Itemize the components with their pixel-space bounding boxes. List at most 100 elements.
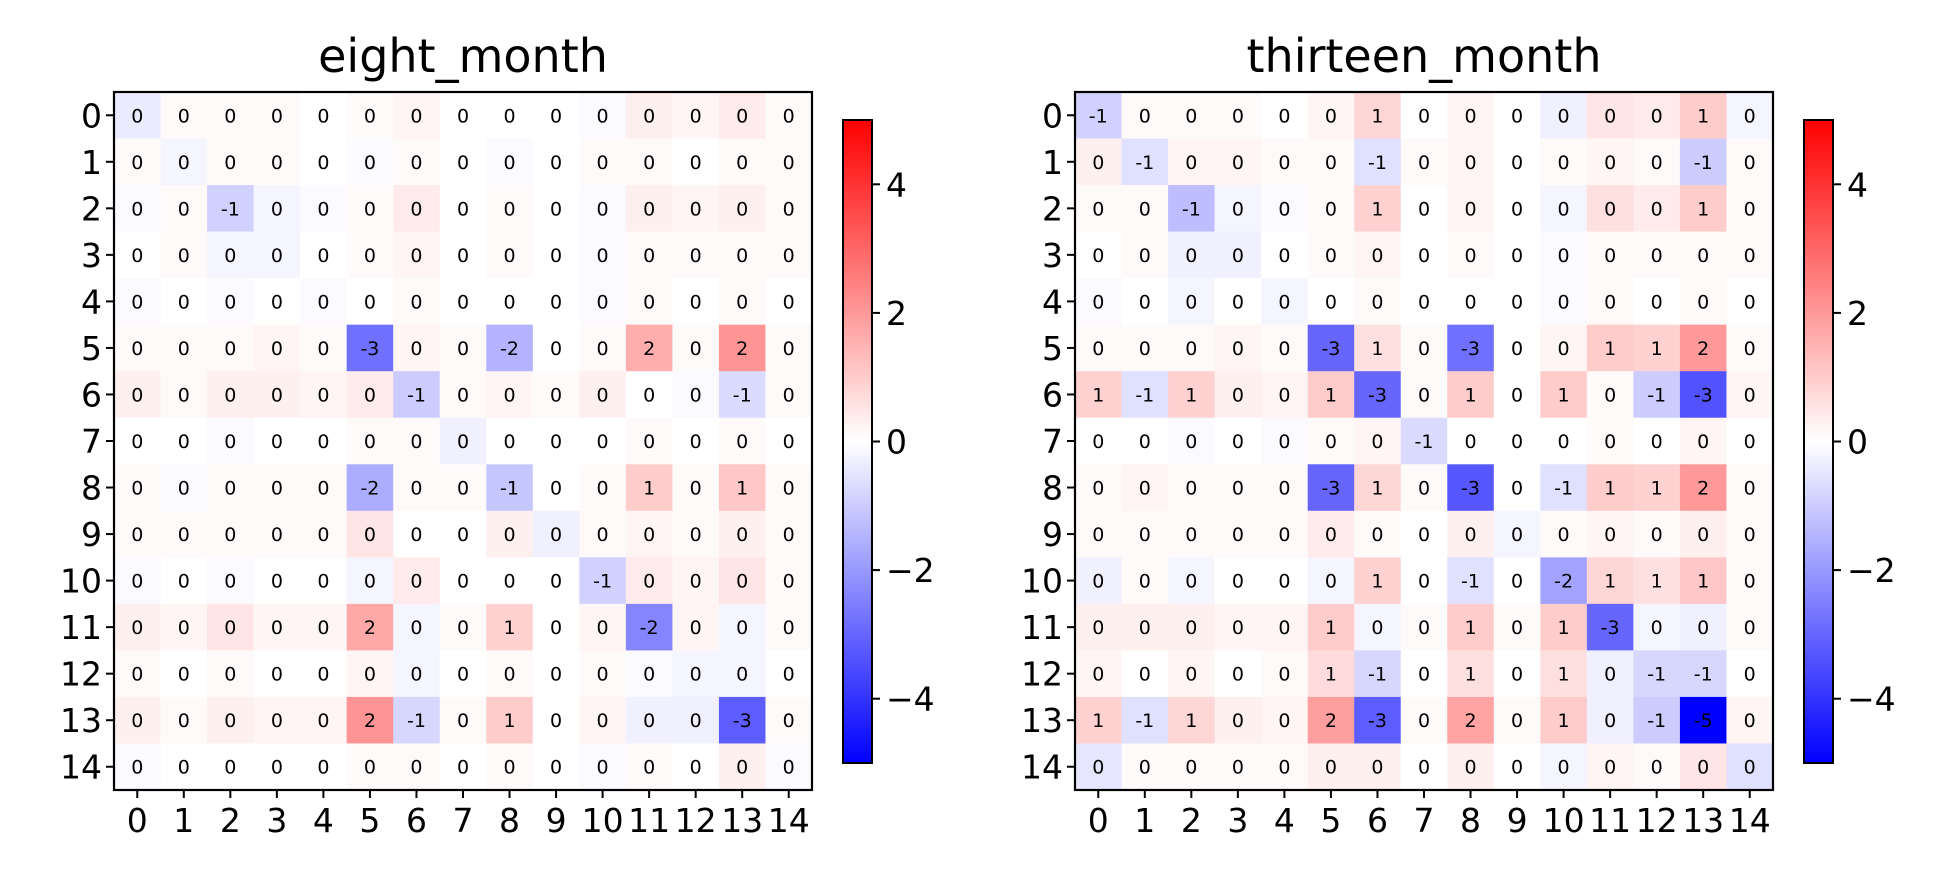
heatmap-cell-r0-c6: [1354, 92, 1402, 140]
cell-label-r6-c4: 0: [317, 384, 329, 406]
heatmap-cell-r14-c13: [718, 743, 767, 791]
cell-label-r7-c7: 0: [457, 431, 469, 453]
cell-label-r7-c1: 0: [1139, 431, 1151, 453]
cell-label-r7-c0: 0: [1092, 431, 1104, 453]
heatmap-cell-r8-c2: [207, 464, 255, 512]
cell-label-r12-c8: 0: [503, 664, 515, 686]
heatmap-cell-r7-c5: [346, 417, 394, 465]
heatmap-cell-r5-c8: [1447, 324, 1495, 372]
heatmap-cell-r2-c3: [253, 185, 301, 233]
cell-label-r7-c13: 0: [736, 431, 748, 453]
heatmap-cell-r9-c14: [1726, 510, 1774, 558]
heatmap-cell-r5-c7: [439, 324, 487, 372]
cell-label-r11-c0: 0: [1092, 617, 1104, 639]
cell-label-r1-c12: 0: [690, 152, 702, 174]
cell-label-r1-c3: 0: [1232, 152, 1244, 174]
cell-label-r0-c5: 0: [364, 105, 376, 127]
cell-label-r4-c5: 0: [1325, 291, 1337, 313]
heatmap-cell-r10-c14: [765, 557, 813, 605]
cell-label-r2-c10: 0: [597, 198, 609, 220]
heatmap-cell-r8-c7: [1400, 464, 1448, 512]
cell-label-r6-c0: 1: [1092, 384, 1104, 406]
cell-label-r14-c8: 0: [1464, 757, 1476, 779]
heatmap-cell-r11-c14: [765, 603, 813, 651]
heatmap-cell-r2-c13: [718, 185, 767, 233]
cell-label-r7-c0: 0: [131, 431, 143, 453]
heatmap-cell-r10-c12: [1633, 557, 1681, 605]
cell-label-r9-c4: 0: [1278, 524, 1290, 546]
x-tick-label-0: 0: [127, 801, 148, 840]
heatmap-cell-r5-c10: [579, 324, 627, 372]
cell-label-r12-c4: 0: [317, 664, 329, 686]
heatmap-cell-r3-c2: [207, 231, 255, 279]
heatmap-cell-r7-c3: [1214, 417, 1262, 465]
cell-label-r14-c2: 0: [224, 757, 236, 779]
heatmap-cell-r6-c8: [486, 371, 534, 419]
cell-label-r11-c6: 0: [410, 617, 422, 639]
cell-label-r5-c7: 0: [457, 338, 469, 360]
cell-label-r3-c4: 0: [1278, 245, 1290, 267]
cell-label-r3-c5: 0: [364, 245, 376, 267]
cell-label-r4-c2: 0: [224, 291, 236, 313]
heatmap-cell-r1-c4: [300, 138, 348, 186]
cell-label-r4-c1: 0: [178, 291, 190, 313]
cell-label-r2-c1: 0: [178, 198, 190, 220]
cell-label-r6-c7: 0: [457, 384, 469, 406]
x-tick-label-0: 0: [1088, 801, 1109, 840]
heatmap-cell-r0-c12: [672, 92, 720, 140]
heatmap-cell-r2-c9: [1493, 185, 1541, 233]
cell-label-r11-c6: 0: [1371, 617, 1383, 639]
y-tick-label-8: 8: [1042, 469, 1063, 508]
x-tick-label-9: 9: [546, 801, 567, 840]
cell-label-r14-c9: 0: [1511, 757, 1523, 779]
heatmap-cell-r8-c4: [300, 464, 348, 512]
heatmap-cell-r0-c11: [1586, 92, 1634, 140]
cell-label-r14-c6: 0: [1371, 757, 1383, 779]
cell-label-r11-c7: 0: [1418, 617, 1430, 639]
heatmap-cell-r3-c6: [393, 231, 441, 279]
heatmap-cell-r14-c3: [1214, 743, 1262, 791]
cell-label-r1-c11: 0: [643, 152, 655, 174]
cell-label-r6-c8: 0: [503, 384, 515, 406]
x-tick-label-5: 5: [1320, 801, 1341, 840]
cell-label-r0-c2: 0: [224, 105, 236, 127]
cell-label-r6-c12: -1: [1647, 384, 1666, 406]
heatmap-cell-r8-c11: [625, 464, 673, 512]
heatmap-cell-r5-c3: [253, 324, 301, 372]
cell-label-r13-c9: 0: [1511, 710, 1523, 732]
cell-label-r13-c10: 0: [597, 710, 609, 732]
cell-label-r14-c9: 0: [550, 757, 562, 779]
heatmap-cell-r14-c1: [1121, 743, 1169, 791]
cell-label-r8-c4: 0: [1278, 478, 1290, 500]
heatmap-cell-r12-c4: [1261, 650, 1309, 698]
heatmap-cell-r5-c2: [1168, 324, 1216, 372]
cell-label-r14-c12: 0: [1651, 757, 1663, 779]
heatmap-cell-r12-c12: [672, 650, 720, 698]
heatmap-cell-r0-c14: [765, 92, 813, 140]
cell-label-r9-c14: 0: [1744, 524, 1756, 546]
heatmap-cell-r10-c9: [532, 557, 580, 605]
cell-label-r11-c5: 1: [1325, 617, 1337, 639]
cell-label-r9-c12: 0: [690, 524, 702, 546]
cell-label-r3-c2: 0: [1185, 245, 1197, 267]
x-tick-label-2: 2: [220, 801, 241, 840]
cell-label-r13-c12: -1: [1647, 710, 1666, 732]
heatmap-cell-r9-c13: [1679, 510, 1728, 558]
cell-label-r8-c8: -1: [500, 478, 519, 500]
cell-label-r8-c13: 2: [1697, 478, 1709, 500]
cell-label-r14-c8: 0: [503, 757, 515, 779]
y-tick-label-11: 11: [1021, 608, 1063, 647]
heatmap-cell-r8-c11: [1586, 464, 1634, 512]
cell-label-r6-c3: 0: [271, 384, 283, 406]
heatmap-cell-r13-c7: [1400, 696, 1448, 745]
cell-label-r9-c9: 0: [1511, 524, 1523, 546]
heatmap-cell-r9-c12: [672, 510, 720, 558]
cell-label-r11-c13: 0: [736, 617, 748, 639]
heatmap-cell-r13-c2: [1168, 696, 1216, 745]
cell-label-r8-c2: 0: [1185, 478, 1197, 500]
x-tick-label-3: 3: [266, 801, 287, 840]
heatmap-cell-r1-c14: [765, 138, 813, 186]
heatmap-cell-r11-c12: [1633, 603, 1681, 651]
heatmap-cell-r2-c10: [1540, 185, 1588, 233]
cell-label-r9-c1: 0: [1139, 524, 1151, 546]
